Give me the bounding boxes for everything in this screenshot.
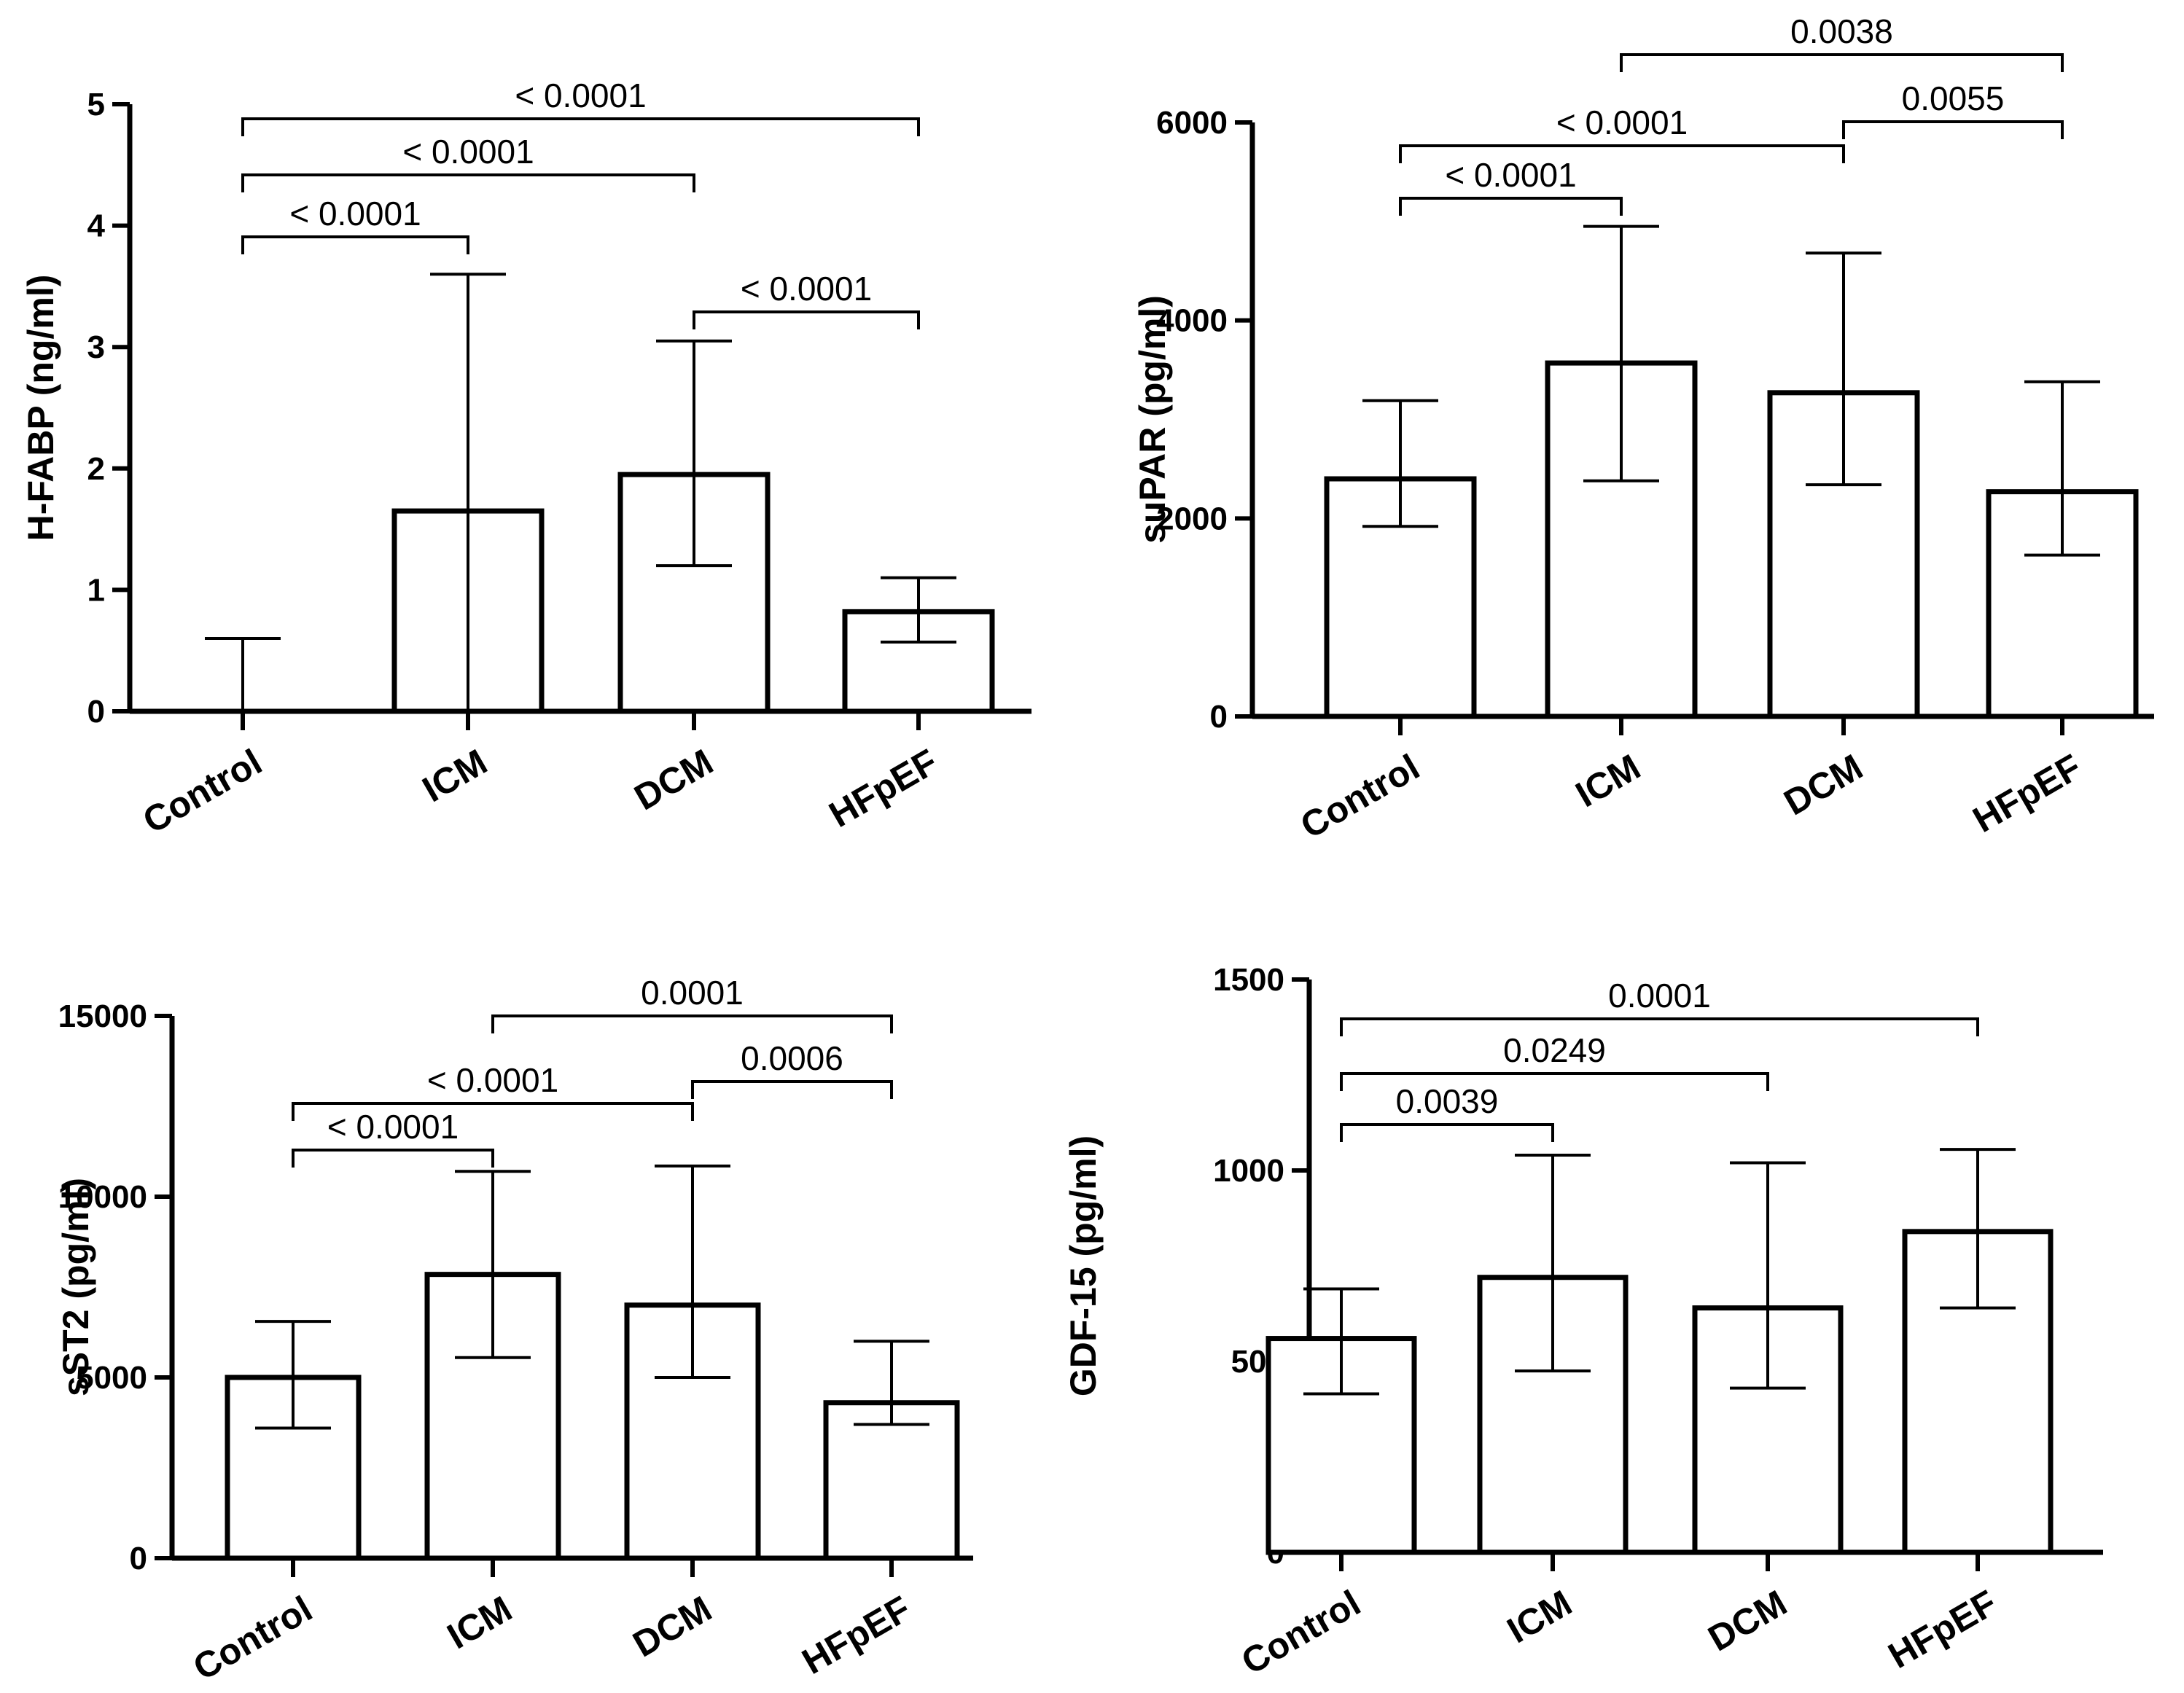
sst2-y-axis-label: sST2 (pg/ml): [55, 1178, 96, 1396]
hfabp-significance-label: < 0.0001: [402, 133, 534, 171]
hfabp-significance-label: < 0.0001: [515, 77, 646, 114]
sst2-significance-bracket: [691, 1080, 893, 1099]
sst2-y-tick-label: 10000: [58, 1179, 147, 1215]
hfabp-category-label-hfpef: HFpEF: [822, 741, 945, 835]
sst2-significance-bracket: [292, 1149, 494, 1168]
supar-significance-bracket: [1842, 120, 2064, 139]
sst2-significance-label: 0.0006: [741, 1039, 843, 1077]
gdf15-category-label-control: Control: [1235, 1582, 1368, 1682]
hfabp-panel: 0 1 2 3 4 5 H-FABP (ng/ml) Control ICM DCM HFpEF < …: [20, 77, 1031, 841]
hfabp-category-label-icm: ICM: [416, 741, 494, 810]
sst2-significance-label: < 0.0001: [427, 1061, 558, 1099]
gdf15-panel: 050010001500GDF-15 (pg/ml)ControlICMDCMH…: [1063, 962, 2103, 1682]
gdf15-category-label-icm: ICM: [1500, 1582, 1578, 1651]
supar-y-tick-label: 6000: [1156, 105, 1228, 141]
gdf15-y-tick-label: 1500: [1213, 962, 1284, 998]
supar-y-tick-label: 4000: [1156, 303, 1228, 339]
sst2-significance-bracket: [292, 1102, 694, 1121]
supar-significance-label: 0.0055: [1902, 79, 2005, 117]
supar-category-label-hfpef: HFpEF: [1966, 746, 2089, 840]
gdf15-category-label-hfpef: HFpEF: [1881, 1582, 2004, 1676]
hfabp-significance-label: < 0.0001: [741, 270, 872, 308]
sst2-category-label-dcm: DCM: [626, 1588, 719, 1665]
hfabp-significance-bracket: [241, 173, 695, 192]
gdf15-category-label-dcm: DCM: [1701, 1582, 1794, 1659]
sst2-category-label-control: Control: [187, 1588, 319, 1688]
supar-significance-bracket: [1399, 144, 1845, 163]
hfabp-significance-bracket: [693, 310, 920, 329]
sst2-y-tick-label: 0: [130, 1541, 147, 1576]
hfabp-significance-bracket: [241, 235, 469, 254]
hfabp-category-label-dcm: DCM: [628, 741, 720, 818]
supar-significance-bracket: [1399, 197, 1623, 216]
hfabp-y-axis-label: H-FABP (ng/ml): [20, 275, 61, 541]
sst2-bar-hfpef: [823, 1400, 960, 1561]
hfabp-y-tick-label: 1: [87, 572, 105, 608]
hfabp-significance-label: < 0.0001: [289, 195, 421, 232]
supar-y-tick-label: 0: [1210, 699, 1228, 735]
supar-y-tick-label: 2000: [1156, 501, 1228, 536]
supar-significance-label: < 0.0001: [1556, 103, 1688, 141]
hfabp-y-tick-label: 4: [87, 208, 106, 244]
sst2-y-tick-label: 5000: [76, 1360, 147, 1396]
gdf15-y-tick-label: 1000: [1213, 1153, 1284, 1189]
gdf15-significance-bracket: [1340, 1123, 1554, 1142]
sst2-panel: 0 5000 10000 15000 sST2 (pg/ml) Control ICM DCM…: [55, 974, 973, 1688]
hfabp-y-tick-label: 0: [87, 694, 105, 730]
sst2-significance-label: < 0.0001: [327, 1108, 459, 1146]
hfabp-category-label-control: Control: [136, 741, 269, 841]
hfabp-y-tick-label: 3: [87, 329, 105, 365]
gdf15-significance-bracket: [1340, 1017, 1979, 1036]
gdf15-significance-label: 0.0249: [1503, 1031, 1606, 1069]
gdf15-y-axis-label: GDF-15 (pg/ml): [1063, 1135, 1104, 1396]
gdf15-significance-label: 0.0001: [1608, 977, 1711, 1014]
supar-panel: 0 2000 4000 6000 suPAR (pg/ml) Control ICM DCM H…: [1132, 12, 2154, 846]
sst2-category-label-hfpef: HFpEF: [795, 1588, 918, 1682]
hfabp-y-tick-label: 5: [87, 87, 105, 122]
supar-category-label-control: Control: [1294, 746, 1427, 846]
sst2-category-label-icm: ICM: [440, 1588, 518, 1657]
hfabp-significance-bracket: [241, 117, 920, 136]
hfabp-y-tick-label: 2: [87, 451, 105, 487]
supar-significance-label: 0.0038: [1790, 12, 1893, 50]
supar-category-label-icm: ICM: [1569, 746, 1647, 815]
supar-significance-bracket: [1620, 53, 2064, 72]
sst2-significance-bracket: [491, 1014, 893, 1033]
gdf15-significance-label: 0.0039: [1396, 1082, 1499, 1120]
sst2-significance-label: 0.0001: [641, 974, 744, 1012]
supar-significance-label: < 0.0001: [1445, 156, 1576, 194]
sst2-y-tick-label: 15000: [58, 998, 147, 1034]
supar-y-axis-label: suPAR (pg/ml): [1132, 295, 1173, 544]
supar-category-label-dcm: DCM: [1777, 746, 1870, 823]
gdf15-significance-bracket: [1340, 1072, 1769, 1091]
